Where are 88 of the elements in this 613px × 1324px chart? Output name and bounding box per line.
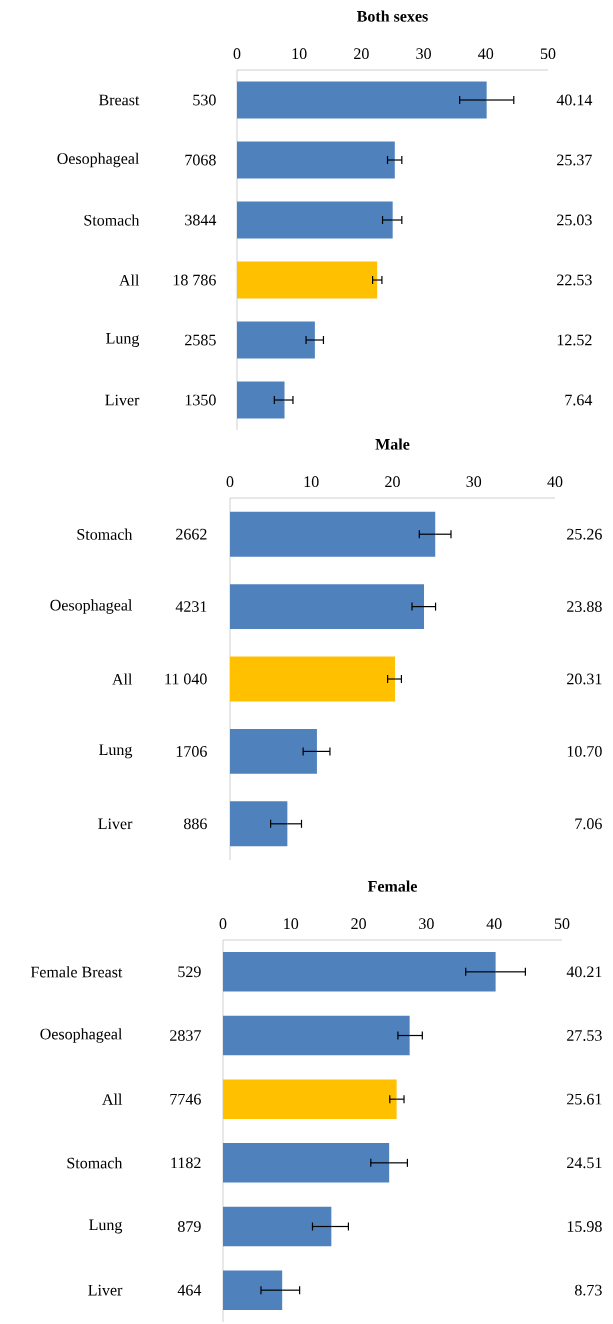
bar [237,381,285,419]
data-label: 22.53 [557,274,592,286]
bar [223,1270,283,1310]
y-tick-label: Lung [99,744,133,759]
bar [223,952,496,992]
y-tick-label: Stomach [84,214,140,226]
y-tick-label: Liver [98,818,133,830]
bar [237,201,393,239]
text: 1350 [185,394,216,406]
x-tick-label: 0 [226,476,234,488]
y-tick-label: Liver [88,1284,123,1296]
bar [230,584,425,630]
text: 464 [177,1284,202,1296]
text: 11 040 [165,673,207,685]
text: 1706 [176,746,207,757]
bar [237,321,315,359]
x-tick-label: 20 [385,476,400,488]
data-label: 25.37 [557,154,592,166]
data-label: 24.51 [567,1157,602,1169]
bar [237,141,395,179]
text: 529 [178,966,201,978]
x-tick-label: 30 [466,476,482,488]
x-tick-label: 40 [478,48,494,60]
data-label: 27.53 [567,1030,602,1041]
x-tick-label: 10 [292,48,307,60]
bar [237,81,487,119]
bar [230,656,396,702]
x-tick-label: 0 [233,48,241,60]
y-tick-label: All [102,1093,123,1105]
y-tick-label: Oesophageal [40,1028,123,1043]
y-tick-label: Female Breast [30,966,123,978]
chart-title: Both sexes [356,10,428,22]
text: 530 [193,94,216,106]
y-tick-label: Liver [105,394,140,406]
y-tick-label: Stomach [77,528,133,540]
bar [230,511,436,557]
text: 1182 [171,1157,201,1169]
x-tick-label: 20 [354,48,369,60]
y-tick-label: Breast [98,94,140,106]
y-tick-label: Stomach [67,1157,123,1169]
data-label: 23.88 [567,601,602,613]
data-label: 25.61 [567,1093,602,1105]
x-tick-label: 20 [351,918,366,930]
y-tick-label: Lung [89,1219,123,1234]
text: 3844 [185,214,217,226]
chart-title: Male [375,438,410,450]
bar [237,261,378,299]
data-label: 40.14 [556,94,593,106]
bar [223,1206,332,1247]
y-tick-label: All [112,673,133,685]
x-tick-label: 50 [554,918,570,930]
data-label: 25.26 [567,528,602,540]
data-label: 7.64 [565,394,593,406]
text: 4231 [175,601,207,612]
data-label: 12.52 [557,334,592,346]
text: 7746 [170,1093,201,1105]
x-tick-label: 0 [219,918,227,930]
y-tick-label: All [119,274,140,286]
y-tick-label: Oesophageal [50,599,133,614]
text: 18 786 [173,274,216,286]
x-tick-label: 40 [547,476,563,488]
x-tick-label: 10 [284,918,299,930]
data-label: 15.98 [567,1221,602,1232]
data-label: 10.70 [567,745,602,757]
y-tick-label: Lung [106,333,140,347]
text: 886 [184,818,207,830]
data-label: 7.06 [575,818,602,830]
text: 879 [178,1221,201,1232]
x-tick-label: 50 [540,48,556,60]
x-tick-label: 30 [416,48,431,60]
y-tick-label: Oesophageal [57,152,140,168]
bar [223,1015,410,1056]
chart-title: Female [367,880,417,892]
text: 2585 [185,334,216,346]
data-label: 40.21 [566,966,602,978]
text: 2837 [170,1030,201,1041]
data-label: 8.73 [575,1284,602,1296]
data-label: 20.31 [567,673,602,685]
data-label: 25.03 [557,214,592,226]
bar [223,1079,397,1119]
bar [223,1143,390,1183]
x-tick-label: 40 [486,918,502,930]
x-tick-label: 10 [304,476,319,488]
bar [230,728,317,774]
x-tick-label: 30 [419,918,434,930]
bar [230,801,288,847]
text: 7068 [185,154,216,166]
text: 2662 [176,528,207,540]
